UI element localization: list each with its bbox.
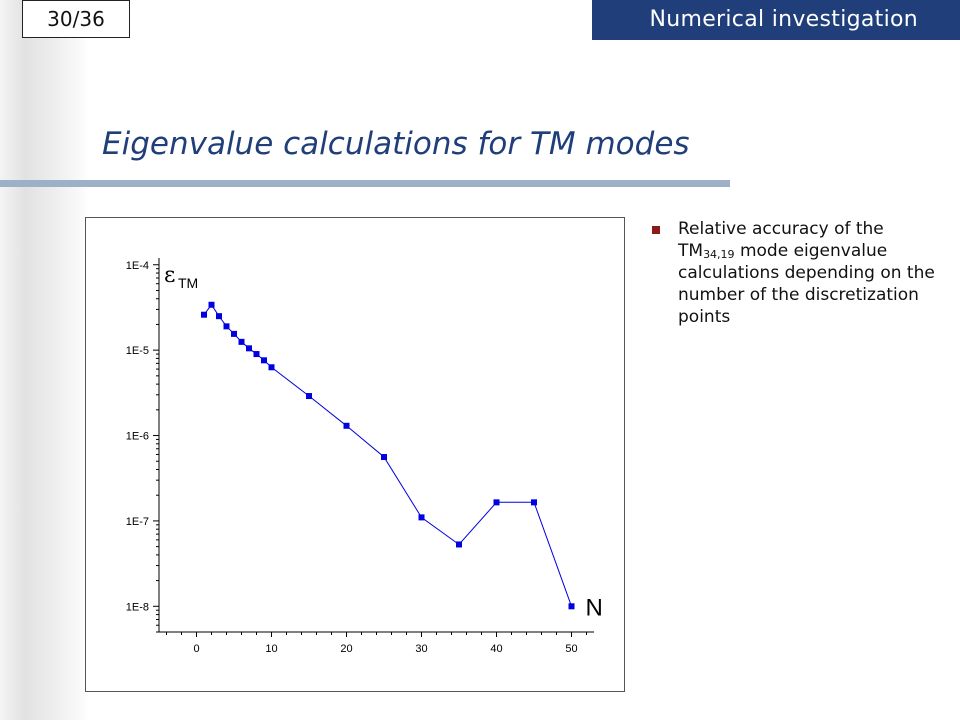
data-point [201, 311, 207, 318]
x-tick-label: 10 [265, 643, 277, 655]
page-number: 30/36 [22, 0, 130, 38]
data-point [223, 323, 230, 330]
y-tick-label: 1E-5 [126, 345, 149, 357]
background-gradient [0, 0, 90, 720]
data-point [238, 338, 245, 345]
data-point [568, 603, 575, 610]
slide-title: Eigenvalue calculations for TM modes [102, 126, 690, 162]
x-axis-label: N [586, 594, 603, 621]
x-tick-label: 50 [565, 643, 577, 655]
bullet-item: Relative accuracy of the TM34,19 mode ei… [652, 218, 942, 328]
data-point [231, 330, 237, 337]
chart-frame: 0 10 20 30 40 50 1E-8 1E-7 1E-6 1E-5 1E-4 ε TM N [85, 217, 625, 692]
title-rule [0, 180, 730, 187]
data-point [216, 313, 222, 320]
x-tick-label: 20 [340, 643, 352, 655]
y-axis-label: ε [164, 263, 175, 288]
x-tick-label: 30 [415, 643, 427, 655]
data-point [246, 345, 252, 352]
chart-svg: 0 10 20 30 40 50 1E-8 1E-7 1E-6 1E-5 1E-4 ε TM N [126, 258, 603, 655]
y-tick-label: 1E-6 [126, 431, 149, 443]
bullet-marker-icon [652, 226, 660, 234]
data-point [381, 454, 387, 461]
y-tick-label: 1E-4 [126, 260, 149, 272]
data-point [253, 351, 260, 358]
y-axis-label-subscript: TM [178, 275, 198, 291]
bullet-text: Relative accuracy of the TM34,19 mode ei… [678, 218, 942, 328]
x-tick-label: 40 [490, 643, 502, 655]
data-point [418, 514, 425, 521]
data-point [261, 357, 267, 364]
data-point [343, 422, 350, 429]
data-point [208, 301, 215, 308]
data-point [531, 499, 537, 506]
x-tick-label: 0 [193, 643, 199, 655]
bullet-text-rest: mode eigenvalue calculations depending o… [678, 241, 935, 327]
data-point [268, 364, 275, 371]
series-line [203, 303, 572, 607]
data-point [306, 393, 312, 400]
bullet-text-main: Relative accuracy of the TM [678, 219, 884, 261]
series-layer [201, 301, 575, 610]
data-point [493, 499, 500, 506]
y-tick-label: 1E-8 [126, 601, 149, 613]
section-banner: Numerical investigation [592, 0, 960, 40]
axes-layer [153, 258, 594, 637]
data-point [456, 541, 462, 548]
bullet-subscript: 34,19 [703, 248, 735, 261]
bullet-list: Relative accuracy of the TM34,19 mode ei… [652, 218, 942, 328]
y-tick-label: 1E-7 [126, 516, 149, 528]
label-layer: 0 10 20 30 40 50 1E-8 1E-7 1E-6 1E-5 1E-4 ε TM N [126, 260, 603, 655]
